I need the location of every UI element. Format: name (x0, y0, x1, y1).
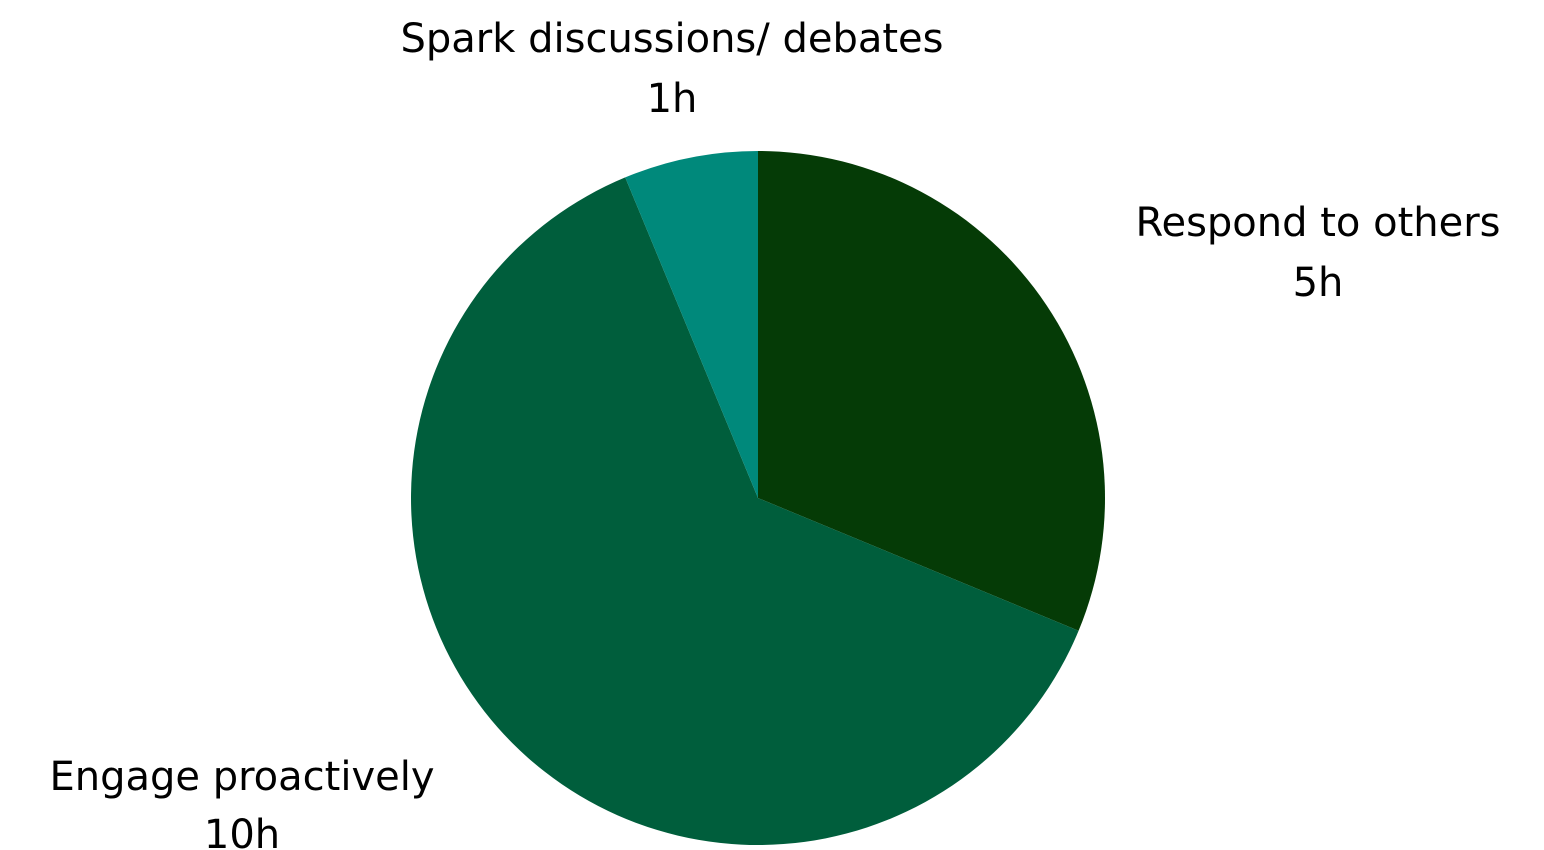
slice-label-spark-discussions-debates: Spark discussions/ debates (401, 16, 944, 62)
slice-value-respond-to-others: 5h (1293, 260, 1344, 306)
slice-value-spark-discussions-debates: 1h (647, 76, 698, 122)
pie-labels: Respond to others 5h Engage proactively 10h… (49, 16, 1500, 850)
pie-slices (411, 151, 1106, 845)
slice-label-respond-to-others: Respond to others (1135, 200, 1500, 246)
pie-slice-engage-proactively (411, 177, 1079, 845)
pie-slice-spark-discussions-debates (625, 151, 758, 498)
slice-label-engage-proactively: Engage proactively (49, 754, 434, 800)
pie-slice-respond-to-others (758, 151, 1106, 631)
slice-value-engage-proactively: 10h (204, 812, 280, 850)
